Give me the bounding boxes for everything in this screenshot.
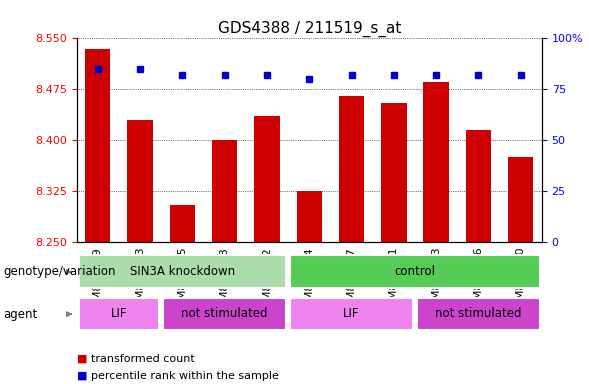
Bar: [417, 298, 540, 330]
Bar: [466, 130, 491, 242]
Bar: [423, 83, 449, 242]
Bar: [290, 298, 413, 330]
Bar: [290, 255, 540, 288]
Title: GDS4388 / 211519_s_at: GDS4388 / 211519_s_at: [217, 21, 401, 37]
Bar: [508, 157, 534, 242]
Text: SIN3A knockdown: SIN3A knockdown: [130, 265, 235, 278]
Bar: [254, 116, 280, 242]
Text: LIF: LIF: [111, 308, 127, 320]
Text: ■: ■: [77, 371, 87, 381]
Bar: [79, 255, 286, 288]
Bar: [85, 49, 110, 242]
Text: genotype/variation: genotype/variation: [3, 265, 115, 278]
Bar: [79, 298, 159, 330]
Text: agent: agent: [3, 308, 37, 321]
Bar: [170, 205, 195, 242]
Bar: [163, 298, 286, 330]
Text: not stimulated: not stimulated: [435, 308, 522, 320]
Text: control: control: [395, 265, 435, 278]
Text: transformed count: transformed count: [91, 354, 195, 364]
Bar: [127, 120, 153, 242]
Text: LIF: LIF: [343, 308, 360, 320]
Bar: [296, 191, 322, 242]
Text: percentile rank within the sample: percentile rank within the sample: [91, 371, 279, 381]
Bar: [381, 103, 406, 242]
Text: not stimulated: not stimulated: [181, 308, 268, 320]
Bar: [339, 96, 364, 242]
Bar: [212, 140, 237, 242]
Text: ■: ■: [77, 354, 87, 364]
